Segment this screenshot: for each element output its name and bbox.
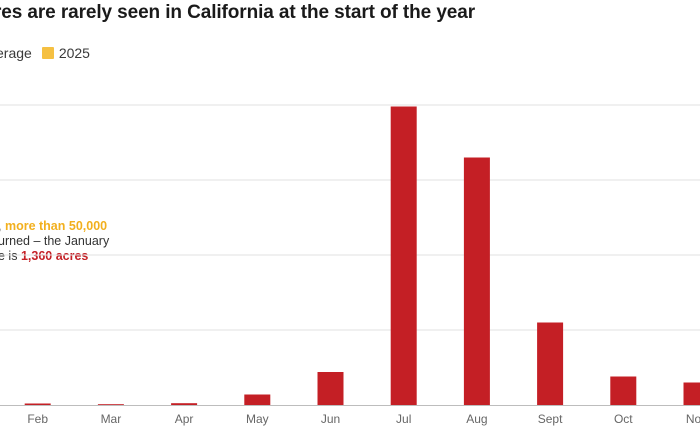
legend-label-2025: 2025 bbox=[58, 45, 90, 61]
bar-jul bbox=[390, 106, 417, 405]
tick-label-sept: Sept bbox=[538, 412, 563, 426]
bar-mar bbox=[97, 404, 124, 405]
bar-sept bbox=[537, 322, 564, 405]
bars bbox=[24, 106, 700, 405]
annotation-line-2: urned – the January bbox=[0, 234, 110, 248]
bar-jun bbox=[317, 372, 344, 405]
chart-title: res are rarely seen in California at the… bbox=[0, 2, 476, 23]
tick-label-jun: Jun bbox=[321, 412, 340, 426]
gridlines bbox=[0, 104, 700, 331]
tick-label-jul: Jul bbox=[396, 412, 411, 426]
bar-feb bbox=[24, 403, 51, 405]
tick-label-aug: Aug bbox=[466, 412, 487, 426]
bar-may bbox=[244, 394, 271, 405]
x-axis-ticks: Feb Mar Apr May Jun Jul Aug Sept Oct Nov bbox=[27, 412, 700, 426]
chart-annotation: , more than 50,000 urned – the January e… bbox=[0, 219, 109, 264]
annotation-line-3: e is 1,360 acres bbox=[0, 249, 89, 263]
legend-swatch-2025 bbox=[41, 47, 54, 59]
tick-label-mar: Mar bbox=[101, 412, 122, 426]
annotation-highlight-acres: more than 50,000 bbox=[4, 219, 108, 233]
bar-aug bbox=[463, 157, 490, 405]
tick-label-nov: Nov bbox=[686, 412, 700, 426]
bar-apr bbox=[171, 403, 198, 405]
tick-label-feb: Feb bbox=[27, 412, 48, 426]
annotation-line-1: , more than 50,000 bbox=[0, 219, 109, 234]
tick-label-may: May bbox=[246, 412, 269, 426]
legend: erage 2025 bbox=[0, 45, 90, 61]
tick-label-apr: Apr bbox=[175, 412, 194, 426]
bar-nov bbox=[683, 382, 700, 405]
annotation-highlight-january: 1,360 acres bbox=[20, 249, 89, 263]
legend-label-average: erage bbox=[0, 45, 32, 61]
bar-oct bbox=[610, 376, 637, 405]
tick-label-oct: Oct bbox=[614, 412, 633, 426]
